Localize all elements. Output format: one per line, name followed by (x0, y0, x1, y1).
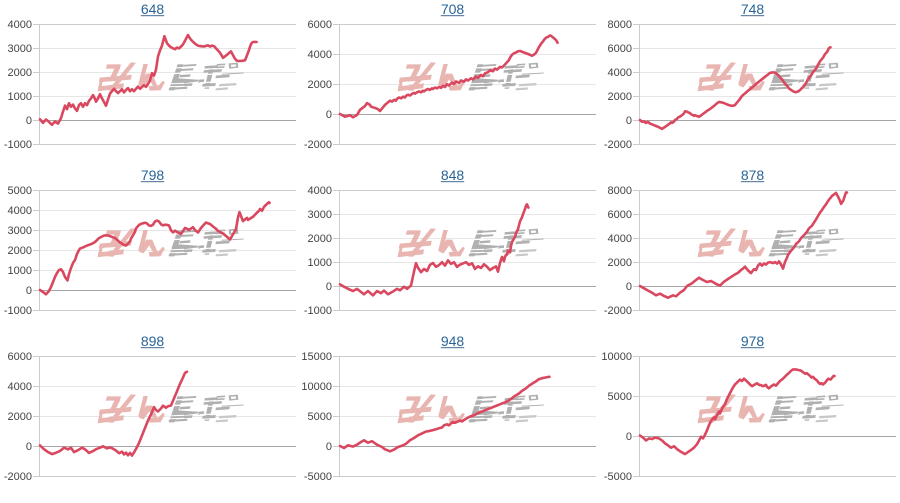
svg-text:2000: 2000 (8, 67, 32, 79)
svg-text:-1000: -1000 (4, 305, 32, 317)
svg-text:1000: 1000 (8, 91, 32, 103)
svg-text:848: 848 (441, 167, 465, 183)
svg-text:-5000: -5000 (304, 471, 332, 483)
svg-text:15000: 15000 (301, 351, 332, 363)
svg-text:4000: 4000 (608, 67, 632, 79)
svg-text:6000: 6000 (608, 209, 632, 221)
svg-text:5000: 5000 (8, 185, 32, 197)
svg-text:1000: 1000 (8, 265, 32, 277)
svg-text:3000: 3000 (8, 225, 32, 237)
svg-text:-1000: -1000 (304, 305, 332, 317)
svg-text:4000: 4000 (308, 185, 332, 197)
svg-text:898: 898 (141, 333, 165, 349)
svg-text:6000: 6000 (308, 19, 332, 31)
svg-text:6000: 6000 (8, 351, 32, 363)
svg-text:0: 0 (626, 431, 632, 443)
svg-text:-2000: -2000 (4, 471, 32, 483)
svg-text:0: 0 (26, 115, 32, 127)
svg-text:2000: 2000 (608, 91, 632, 103)
svg-text:0: 0 (326, 441, 332, 453)
svg-text:798: 798 (141, 167, 165, 183)
svg-text:0: 0 (626, 115, 632, 127)
svg-text:5000: 5000 (308, 411, 332, 423)
svg-text:8000: 8000 (608, 19, 632, 31)
svg-text:10000: 10000 (301, 381, 332, 393)
svg-text:-2000: -2000 (604, 305, 632, 317)
svg-text:8000: 8000 (608, 185, 632, 197)
svg-text:4000: 4000 (608, 233, 632, 245)
svg-text:4000: 4000 (8, 19, 32, 31)
svg-text:5000: 5000 (608, 391, 632, 403)
svg-text:3000: 3000 (308, 209, 332, 221)
svg-text:10000: 10000 (601, 351, 632, 363)
svg-text:-5000: -5000 (604, 471, 632, 483)
svg-text:6000: 6000 (608, 43, 632, 55)
svg-text:648: 648 (141, 1, 165, 17)
svg-text:0: 0 (326, 281, 332, 293)
svg-text:4000: 4000 (308, 49, 332, 61)
svg-text:-2000: -2000 (304, 139, 332, 151)
svg-text:-2000: -2000 (604, 139, 632, 151)
svg-text:2000: 2000 (308, 233, 332, 245)
svg-text:2000: 2000 (308, 79, 332, 91)
svg-text:1000: 1000 (308, 257, 332, 269)
svg-text:878: 878 (741, 167, 765, 183)
svg-text:0: 0 (26, 441, 32, 453)
svg-text:2000: 2000 (608, 257, 632, 269)
svg-text:948: 948 (441, 333, 465, 349)
svg-text:0: 0 (626, 281, 632, 293)
svg-text:4000: 4000 (8, 205, 32, 217)
svg-text:0: 0 (26, 285, 32, 297)
svg-text:978: 978 (741, 333, 765, 349)
svg-text:0: 0 (326, 109, 332, 121)
svg-text:708: 708 (441, 1, 465, 17)
svg-text:748: 748 (741, 1, 765, 17)
svg-text:2000: 2000 (8, 411, 32, 423)
svg-text:-1000: -1000 (4, 139, 32, 151)
svg-text:4000: 4000 (8, 381, 32, 393)
svg-text:2000: 2000 (8, 245, 32, 257)
svg-text:3000: 3000 (8, 43, 32, 55)
